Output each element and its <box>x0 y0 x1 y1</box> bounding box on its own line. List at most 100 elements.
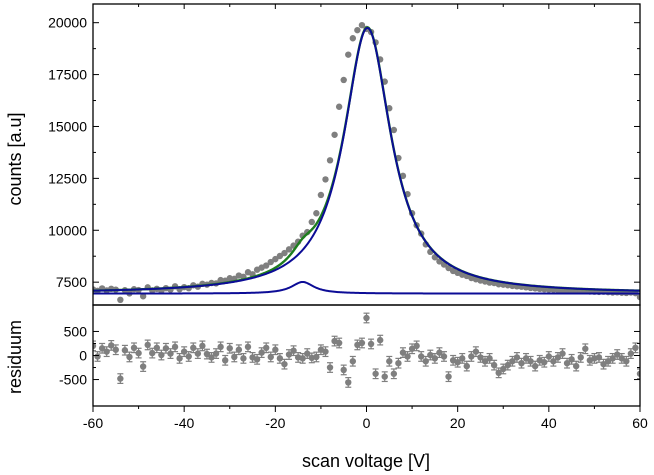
residual-point <box>554 354 562 361</box>
residual-point <box>285 351 293 358</box>
y-tick-label: 12500 <box>48 170 87 186</box>
residual-point <box>541 359 548 366</box>
data-point <box>326 157 334 164</box>
residual-point <box>194 350 202 357</box>
residual-point <box>363 314 370 322</box>
residual-point <box>199 342 206 350</box>
residual-point <box>263 344 270 352</box>
y-tick-label: 0 <box>79 348 87 364</box>
residual-point <box>240 355 247 362</box>
residual-point <box>208 354 215 361</box>
residual-point <box>509 358 516 365</box>
x-tick-label: 20 <box>450 415 466 431</box>
residual-point <box>221 357 229 364</box>
residual-point <box>171 343 179 351</box>
residual-point <box>304 350 311 357</box>
residual-point <box>281 360 288 368</box>
data-point <box>354 26 361 34</box>
residual-point <box>235 346 243 353</box>
residual-point <box>454 359 461 366</box>
x-tick-label: -60 <box>83 415 103 431</box>
residual-point <box>500 365 507 373</box>
residual-point <box>381 373 388 380</box>
residual-point <box>413 342 420 350</box>
residual-point <box>404 353 411 360</box>
residual-point <box>550 358 557 365</box>
x-tick-label: -20 <box>265 415 285 431</box>
x-axis: -60 -40 -20 0 20 40 60 <box>83 4 648 431</box>
residual-point <box>299 355 306 362</box>
residual-point <box>477 354 484 361</box>
residual-point <box>559 350 566 357</box>
y-tick-label: 500 <box>64 323 88 339</box>
residual-point <box>162 345 170 352</box>
data-point <box>340 76 347 84</box>
residual-point <box>117 375 124 382</box>
residual-point <box>572 362 580 370</box>
data-point <box>117 296 124 304</box>
residual-point <box>153 344 161 352</box>
data-point <box>335 103 343 110</box>
residual-point <box>563 359 571 367</box>
x-tick-label: 60 <box>632 415 648 431</box>
residual-point <box>226 345 233 352</box>
residual-point <box>126 353 133 361</box>
residual-point <box>93 342 97 350</box>
x-tick-label: 40 <box>541 415 557 431</box>
residual-point <box>577 354 584 361</box>
panel-frame <box>92 3 641 306</box>
data-point <box>308 218 315 226</box>
residual-point <box>445 373 452 380</box>
residual-point <box>636 370 640 377</box>
residual-point <box>623 358 630 365</box>
top-panel-y-axis-title: counts [a.u] <box>5 112 25 205</box>
residual-point <box>395 359 402 367</box>
residual-point <box>399 349 407 356</box>
residual-point <box>112 346 119 353</box>
data-point <box>317 191 325 199</box>
y-tick-label: -500 <box>59 372 87 388</box>
residual-point <box>632 344 639 352</box>
residual-point <box>459 355 466 362</box>
residual-point <box>258 349 265 356</box>
residual-point <box>180 348 188 355</box>
y-tick-label: 7500 <box>56 274 87 290</box>
data-point <box>445 264 452 272</box>
residual-point <box>418 353 425 360</box>
residual-point <box>390 370 398 377</box>
data-point <box>349 35 357 42</box>
panel-data <box>93 21 640 304</box>
residual-point <box>490 361 498 369</box>
data-point <box>358 21 366 29</box>
residual-point <box>345 379 352 386</box>
y-tick-label: 15000 <box>48 118 87 134</box>
x-tick-label: -40 <box>174 415 194 431</box>
residual-point <box>614 351 621 358</box>
residual-point <box>267 353 274 361</box>
panel-data <box>93 312 640 388</box>
residual-point <box>513 354 521 361</box>
data-point <box>139 293 147 300</box>
residual-point <box>468 353 475 360</box>
panel-counts: 7500 10000 12500 15000 17500 20000 <box>48 3 641 306</box>
panel-residuum: -500 0 500 <box>59 304 641 407</box>
residual-point <box>627 350 635 357</box>
bottom-panel-y-axis-title: residuum <box>5 320 25 394</box>
residual-point <box>313 353 320 361</box>
residual-point <box>322 348 329 355</box>
plot-layer: 7500 10000 12500 15000 17500 20000 -500 0 500 <box>48 3 641 407</box>
fit-line-total-fit <box>93 26 640 292</box>
y-tick-label: 17500 <box>48 67 87 83</box>
residual-point <box>376 336 384 344</box>
data-point <box>285 246 293 253</box>
data-point <box>272 255 279 263</box>
residual-point <box>463 362 470 370</box>
residual-point <box>185 353 192 360</box>
residual-point <box>231 353 238 361</box>
residual-point <box>518 359 525 367</box>
residual-point <box>436 349 443 356</box>
residual-point <box>326 364 334 371</box>
data-point <box>313 210 320 217</box>
data-point <box>399 172 407 180</box>
